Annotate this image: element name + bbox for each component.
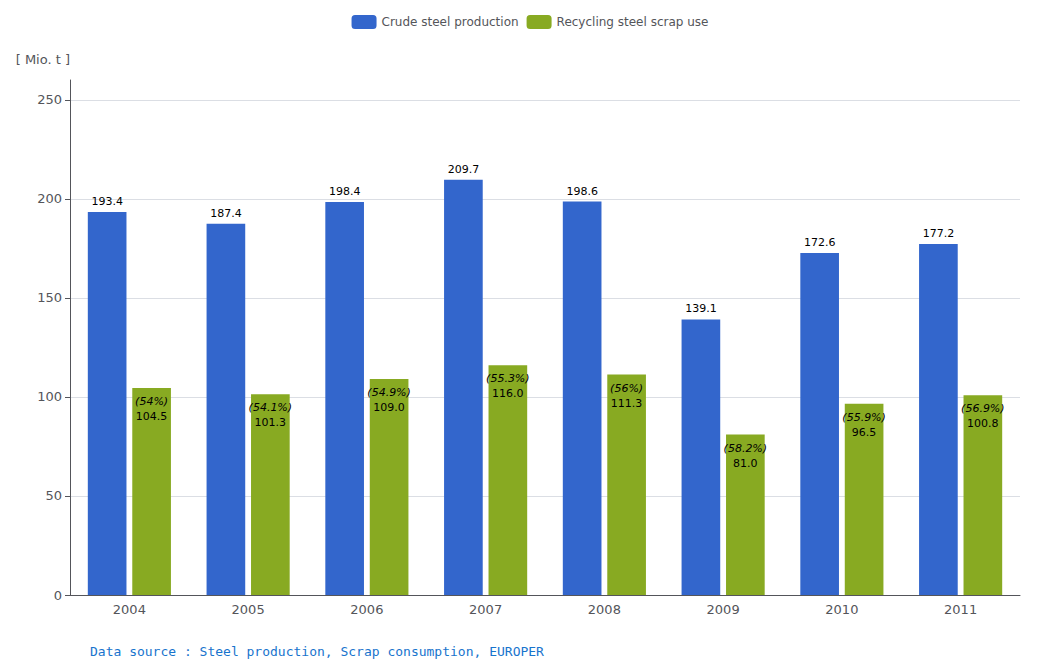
svg-text:2007: 2007 xyxy=(469,602,502,617)
svg-text:2005: 2005 xyxy=(232,602,265,617)
svg-text:(58.2%): (58.2%) xyxy=(724,442,768,455)
svg-text:Data source : Steel production: Data source : Steel production, Scrap co… xyxy=(90,644,544,659)
svg-text:Crude steel production: Crude steel production xyxy=(382,15,519,29)
svg-text:81.0: 81.0 xyxy=(733,457,758,470)
svg-text:193.4: 193.4 xyxy=(91,195,123,208)
svg-text:(54.1%): (54.1%) xyxy=(249,401,293,414)
svg-text:198.4: 198.4 xyxy=(329,185,361,198)
svg-text:198.6: 198.6 xyxy=(566,185,598,198)
svg-text:209.7: 209.7 xyxy=(448,163,480,176)
svg-text:100.8: 100.8 xyxy=(967,417,999,430)
svg-text:2006: 2006 xyxy=(350,602,383,617)
svg-text:0: 0 xyxy=(54,588,62,603)
svg-text:2004: 2004 xyxy=(113,602,146,617)
svg-text:111.3: 111.3 xyxy=(611,397,643,410)
svg-text:(55.3%): (55.3%) xyxy=(486,372,530,385)
svg-text:250: 250 xyxy=(37,92,62,107)
svg-text:139.1: 139.1 xyxy=(685,302,717,315)
svg-text:(56%): (56%) xyxy=(610,382,643,395)
svg-text:187.4: 187.4 xyxy=(210,207,242,220)
svg-text:(56.9%): (56.9%) xyxy=(961,402,1005,415)
svg-text:150: 150 xyxy=(37,290,62,305)
svg-text:Recycling steel scrap use: Recycling steel scrap use xyxy=(557,15,709,29)
svg-text:200: 200 xyxy=(37,191,62,206)
svg-text:2010: 2010 xyxy=(825,602,858,617)
svg-text:104.5: 104.5 xyxy=(136,410,168,423)
svg-text:(54%): (54%) xyxy=(135,395,168,408)
svg-text:[ Mio. t ]: [ Mio. t ] xyxy=(16,52,70,67)
svg-text:100: 100 xyxy=(37,389,62,404)
svg-text:116.0: 116.0 xyxy=(492,387,523,400)
svg-text:(54.9%): (54.9%) xyxy=(367,386,411,399)
svg-text:172.6: 172.6 xyxy=(804,236,836,249)
svg-text:101.3: 101.3 xyxy=(255,416,287,429)
svg-text:2008: 2008 xyxy=(588,602,621,617)
svg-text:177.2: 177.2 xyxy=(923,227,955,240)
svg-text:2009: 2009 xyxy=(707,602,740,617)
svg-text:96.5: 96.5 xyxy=(852,426,877,439)
svg-text:109.0: 109.0 xyxy=(373,401,405,414)
svg-text:2011: 2011 xyxy=(944,602,977,617)
svg-text:50: 50 xyxy=(45,488,62,503)
svg-text:(55.9%): (55.9%) xyxy=(842,411,886,424)
